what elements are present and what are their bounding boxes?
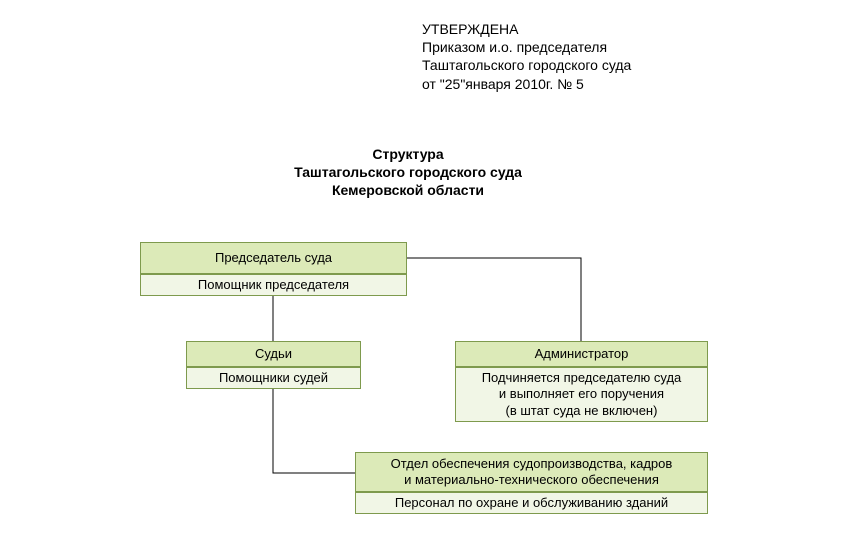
node-judges: Судьи — [186, 341, 361, 367]
node-chairman_assistant: Помощник председателя — [140, 274, 407, 296]
node-chairman: Председатель суда — [140, 242, 407, 274]
title-block: Структура Таштагольского городского суда… — [248, 145, 568, 200]
approval-line: УТВЕРЖДЕНА — [422, 20, 631, 38]
approval-line: Таштагольского городского суда — [422, 56, 631, 74]
node-administrator: Администратор — [455, 341, 708, 367]
title-line: Структура — [248, 145, 568, 163]
approval-block: УТВЕРЖДЕНА Приказом и.о. председателя Та… — [422, 20, 631, 93]
title-line: Кемеровской области — [248, 181, 568, 199]
approval-line: от "25"января 2010г. № 5 — [422, 75, 631, 93]
title-line: Таштагольского городского суда — [248, 163, 568, 181]
approval-line: Приказом и.о. председателя — [422, 38, 631, 56]
node-administrator_note: Подчиняется председателю судаи выполняет… — [455, 367, 708, 422]
node-judges_assistants: Помощники судей — [186, 367, 361, 389]
node-department: Отдел обеспечения судопроизводства, кадр… — [355, 452, 708, 492]
node-department_staff: Персонал по охране и обслуживанию зданий — [355, 492, 708, 514]
